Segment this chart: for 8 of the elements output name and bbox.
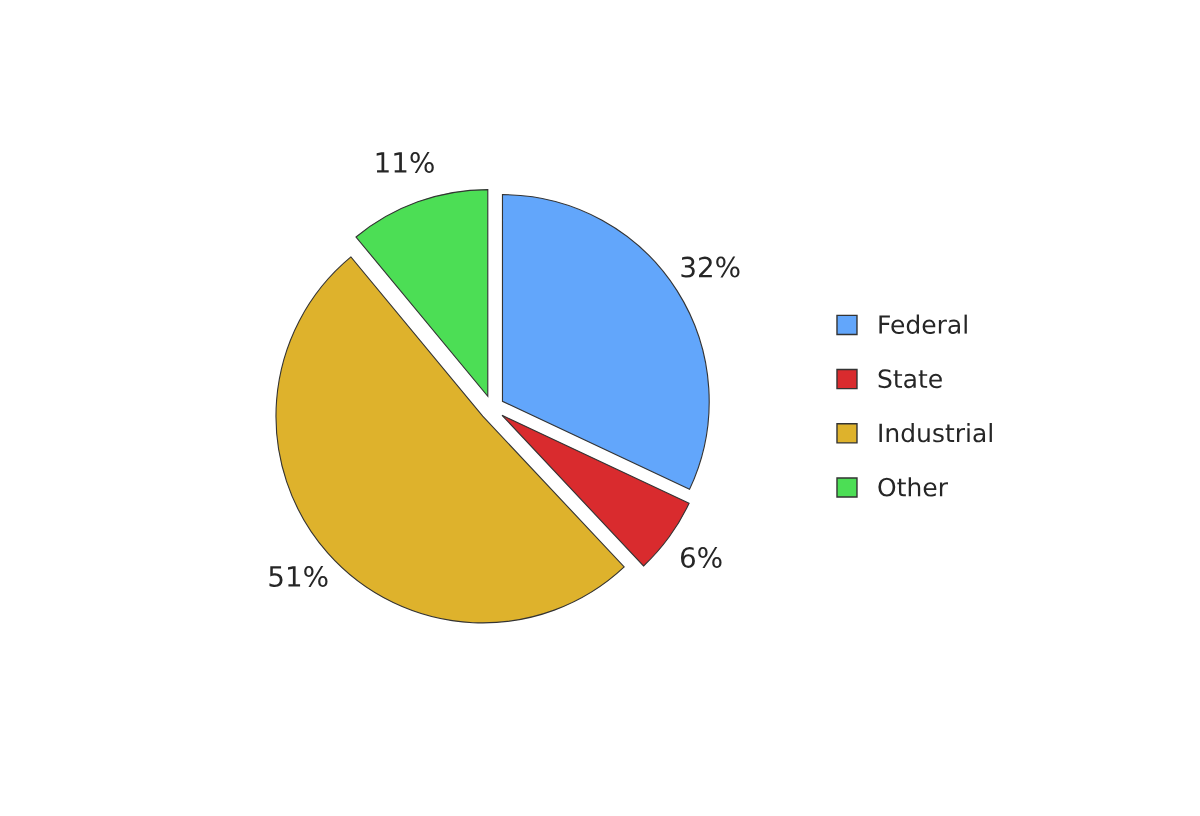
- legend-label: Federal: [879, 314, 967, 334]
- data-label: 6%: [680, 546, 722, 568]
- legend-label: Industrial: [879, 423, 992, 443]
- legend-label: Other: [878, 477, 948, 497]
- data-label: 11%: [376, 151, 434, 173]
- data-label: 32%: [681, 256, 740, 278]
- legend-label: State: [878, 369, 942, 389]
- data-label: 51%: [269, 565, 328, 587]
